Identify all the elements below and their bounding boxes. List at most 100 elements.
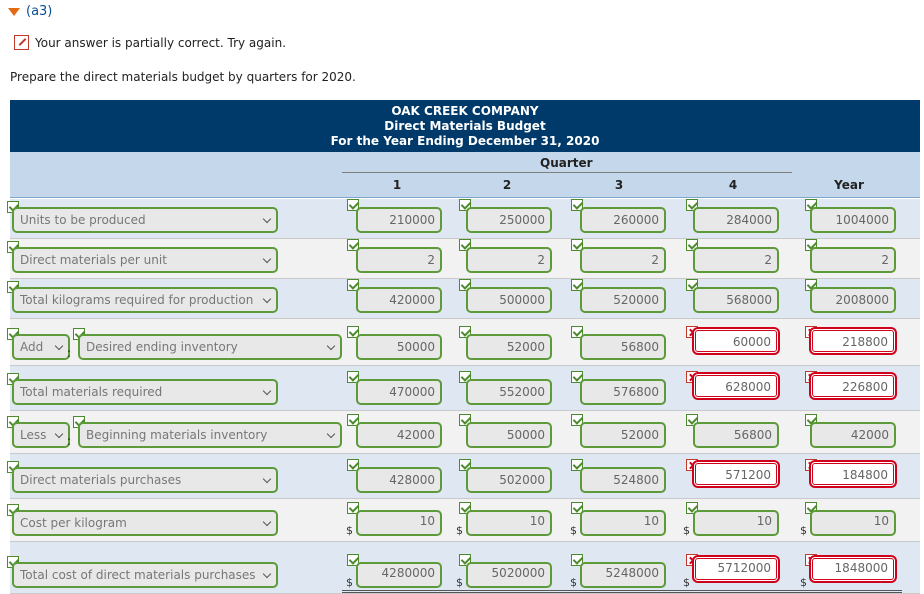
chevron-down-icon: [326, 429, 336, 439]
line-item-select[interactable]: Desired ending inventory: [78, 334, 342, 360]
double-underline: [342, 590, 902, 593]
line-item-select-value: Units to be produced: [20, 213, 146, 227]
amount-input[interactable]: 50000: [356, 334, 442, 360]
line-item-select-value: Total cost of direct materials purchases: [20, 568, 256, 582]
amount-input[interactable]: 420000: [356, 287, 442, 313]
column-header-band: [10, 152, 920, 198]
line-item-select[interactable]: Direct materials per unit: [12, 247, 278, 273]
amount-input[interactable]: 218800: [810, 328, 896, 354]
currency-symbol: $: [800, 576, 807, 589]
amount-input[interactable]: 571200: [693, 461, 779, 487]
amount-input[interactable]: 56800: [580, 334, 666, 360]
currency-symbol: $: [683, 524, 690, 537]
prefix-select[interactable]: Less: [12, 422, 70, 448]
prefix-select[interactable]: Add: [12, 334, 70, 360]
amount-input[interactable]: 576800: [580, 379, 666, 405]
amount-input[interactable]: 2: [466, 247, 552, 273]
amount-input[interactable]: 524800: [580, 467, 666, 493]
amount-input[interactable]: 184800: [810, 461, 896, 487]
chevron-down-icon: [54, 341, 64, 351]
chevron-down-icon: [326, 341, 336, 351]
currency-symbol: $: [456, 576, 463, 589]
amount-input[interactable]: 284000: [693, 207, 779, 233]
amount-input[interactable]: 56800: [693, 422, 779, 448]
chevron-down-icon: [262, 474, 272, 484]
amount-input[interactable]: 42000: [810, 422, 896, 448]
amount-input[interactable]: 10: [356, 510, 442, 536]
amount-input[interactable]: 260000: [580, 207, 666, 233]
line-item-select-value: Beginning materials inventory: [86, 428, 268, 442]
amount-input[interactable]: 2: [580, 247, 666, 273]
col-header-year: Year: [834, 178, 864, 192]
instruction-text: Prepare the direct materials budget by q…: [10, 70, 356, 84]
amount-input[interactable]: 10: [466, 510, 552, 536]
line-item-select[interactable]: Total materials required: [12, 379, 278, 405]
budget-period: For the Year Ending December 31, 2020: [330, 134, 600, 148]
line-item-select[interactable]: Units to be produced: [12, 207, 278, 233]
amount-input[interactable]: 10: [810, 510, 896, 536]
amount-input[interactable]: 552000: [466, 379, 552, 405]
chevron-down-icon: [262, 386, 272, 396]
amount-input[interactable]: 5712000: [693, 556, 779, 582]
col-header-q4: 4: [728, 178, 738, 192]
chevron-down-icon: [262, 294, 272, 304]
separator-colon: :: [67, 434, 72, 448]
line-item-select[interactable]: Total cost of direct materials purchases: [12, 562, 278, 588]
chevron-down-icon: [54, 429, 64, 439]
amount-input[interactable]: 502000: [466, 467, 552, 493]
amount-input[interactable]: 60000: [693, 328, 779, 354]
line-item-select-value: Total kilograms required for production: [20, 293, 254, 307]
amount-input[interactable]: 50000: [466, 422, 552, 448]
amount-input[interactable]: 5020000: [466, 562, 552, 588]
amount-input[interactable]: 2: [356, 247, 442, 273]
section-toggle[interactable]: (a3): [8, 4, 52, 19]
budget-header: OAK CREEK COMPANY Direct Materials Budge…: [10, 100, 920, 152]
col-header-q1: 1: [392, 178, 402, 192]
amount-input[interactable]: 568000: [693, 287, 779, 313]
amount-input[interactable]: 1004000: [810, 207, 896, 233]
line-item-select[interactable]: Cost per kilogram: [12, 510, 278, 536]
amount-input[interactable]: 42000: [356, 422, 442, 448]
prefix-select-value: Less: [20, 428, 47, 442]
amount-input[interactable]: 500000: [466, 287, 552, 313]
amount-input[interactable]: 428000: [356, 467, 442, 493]
line-item-select-value: Desired ending inventory: [86, 340, 238, 354]
line-item-select-value: Total materials required: [20, 385, 163, 399]
line-item-select-value: Direct materials per unit: [20, 253, 167, 267]
amount-input[interactable]: 10: [580, 510, 666, 536]
amount-input[interactable]: 52000: [466, 334, 552, 360]
currency-symbol: $: [800, 524, 807, 537]
budget-name: Direct Materials Budget: [384, 119, 546, 133]
separator-colon: :: [67, 346, 72, 360]
prefix-select-value: Add: [20, 340, 44, 354]
amount-input[interactable]: 2008000: [810, 287, 896, 313]
amount-input[interactable]: 5248000: [580, 562, 666, 588]
amount-input[interactable]: 2: [693, 247, 779, 273]
chevron-down-icon: [262, 254, 272, 264]
line-item-select[interactable]: Beginning materials inventory: [78, 422, 342, 448]
amount-input[interactable]: 1848000: [810, 556, 896, 582]
currency-symbol: $: [346, 576, 353, 589]
company-name: OAK CREEK COMPANY: [391, 104, 539, 118]
amount-input[interactable]: 210000: [356, 207, 442, 233]
amount-input[interactable]: 10: [693, 510, 779, 536]
currency-symbol: $: [683, 576, 690, 589]
currency-symbol: $: [346, 524, 353, 537]
section-title: (a3): [26, 4, 53, 19]
amount-input[interactable]: 628000: [693, 373, 779, 399]
amount-input[interactable]: 470000: [356, 379, 442, 405]
amount-input[interactable]: 2: [810, 247, 896, 273]
amount-input[interactable]: 226800: [810, 373, 896, 399]
answer-status: Your answer is partially correct. Try ag…: [14, 35, 286, 50]
chevron-down-icon: [262, 214, 272, 224]
line-item-select[interactable]: Total kilograms required for production: [12, 287, 278, 313]
amount-input[interactable]: 250000: [466, 207, 552, 233]
amount-input[interactable]: 52000: [580, 422, 666, 448]
collapse-triangle-icon[interactable]: [8, 7, 20, 16]
line-item-select[interactable]: Direct materials purchases: [12, 467, 278, 493]
quarter-group-label: Quarter: [540, 156, 593, 170]
col-header-q2: 2: [502, 178, 512, 192]
amount-input[interactable]: 4280000: [356, 562, 442, 588]
col-header-q3: 3: [614, 178, 624, 192]
amount-input[interactable]: 520000: [580, 287, 666, 313]
